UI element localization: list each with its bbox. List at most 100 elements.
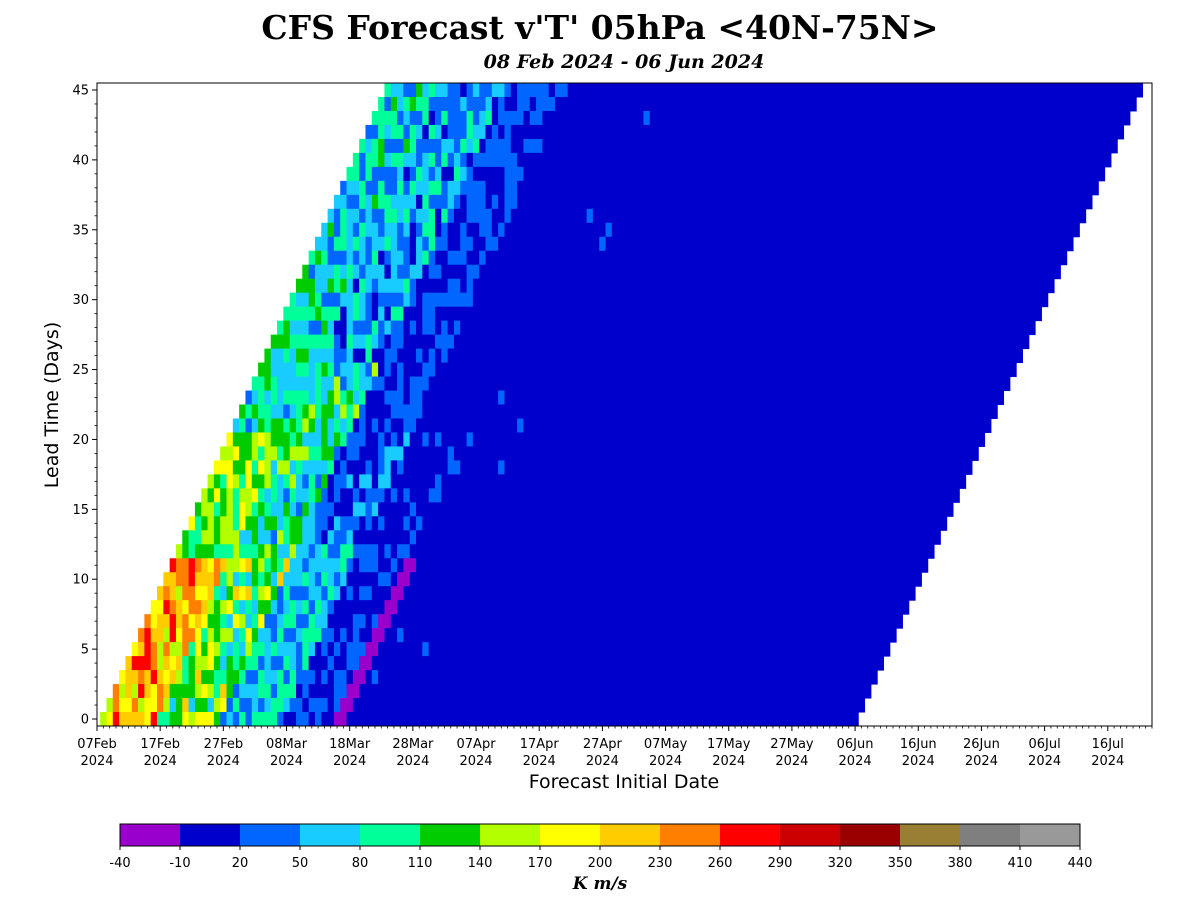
heatmap-cell bbox=[712, 348, 720, 364]
heatmap-cell bbox=[264, 698, 272, 713]
heatmap-cell bbox=[744, 670, 752, 685]
heatmap-cell bbox=[308, 292, 316, 308]
heatmap-cell bbox=[561, 194, 569, 210]
heatmap-cell bbox=[592, 376, 600, 392]
heatmap-cell bbox=[409, 152, 417, 168]
heatmap-cell bbox=[296, 404, 303, 419]
heatmap-cell bbox=[460, 432, 468, 447]
heatmap-cell bbox=[485, 180, 493, 196]
heatmap-cell bbox=[365, 502, 373, 517]
heatmap-cell bbox=[517, 600, 524, 615]
heatmap-cell bbox=[314, 544, 322, 559]
heatmap-cell bbox=[314, 404, 322, 419]
heatmap-cell bbox=[618, 432, 625, 447]
heatmap-cell bbox=[624, 698, 632, 713]
heatmap-cell bbox=[542, 432, 550, 447]
heatmap-cell bbox=[624, 684, 632, 699]
heatmap-cell bbox=[807, 572, 815, 587]
heatmap-cell bbox=[580, 96, 588, 112]
heatmap-cell bbox=[466, 516, 474, 531]
heatmap-cell bbox=[498, 320, 505, 336]
heatmap-cell bbox=[592, 362, 600, 378]
heatmap-cell bbox=[548, 278, 556, 294]
heatmap-cell bbox=[479, 124, 487, 140]
heatmap-cell bbox=[877, 418, 885, 433]
heatmap-cell bbox=[738, 83, 746, 98]
heatmap-cell bbox=[637, 544, 644, 559]
heatmap-cell bbox=[365, 474, 373, 489]
heatmap-cell bbox=[504, 208, 512, 224]
heatmap-cell bbox=[157, 712, 164, 727]
heatmap-cell bbox=[700, 488, 708, 503]
heatmap-cell bbox=[510, 628, 518, 643]
heatmap-cell bbox=[984, 138, 992, 154]
heatmap-cell bbox=[750, 194, 758, 210]
heatmap-cell bbox=[510, 474, 518, 489]
heatmap-cell bbox=[536, 572, 543, 587]
heatmap-cell bbox=[757, 348, 764, 364]
heatmap-cell bbox=[795, 320, 802, 336]
heatmap-cell bbox=[397, 404, 404, 419]
heatmap-cell bbox=[877, 292, 885, 308]
heatmap-cell bbox=[213, 600, 221, 615]
heatmap-cell bbox=[397, 138, 404, 154]
heatmap-cell bbox=[365, 586, 373, 601]
heatmap-cell bbox=[453, 376, 461, 392]
heatmap-cell bbox=[529, 488, 537, 503]
heatmap-cell bbox=[662, 446, 670, 461]
heatmap-cell bbox=[611, 404, 619, 419]
heatmap-cell bbox=[340, 460, 348, 475]
heatmap-cell bbox=[226, 698, 234, 713]
heatmap-cell bbox=[403, 152, 411, 168]
heatmap-cell bbox=[384, 446, 392, 461]
heatmap-cell bbox=[643, 222, 651, 238]
heatmap-cell bbox=[769, 110, 777, 126]
heatmap-cell bbox=[877, 180, 885, 196]
heatmap-cell bbox=[750, 446, 758, 461]
heatmap-cell bbox=[953, 96, 960, 112]
heatmap-cell bbox=[744, 83, 752, 98]
heatmap-cell bbox=[182, 600, 190, 615]
heatmap-cell bbox=[434, 306, 442, 322]
heatmap-cell bbox=[580, 208, 588, 224]
heatmap-cell bbox=[643, 656, 651, 671]
heatmap-cell bbox=[845, 250, 853, 266]
heatmap-cell bbox=[485, 600, 493, 615]
heatmap-cell bbox=[365, 460, 373, 475]
heatmap-cell bbox=[687, 166, 695, 182]
heatmap-cell bbox=[763, 712, 771, 727]
heatmap-cell bbox=[333, 348, 341, 364]
heatmap-cell bbox=[529, 180, 537, 196]
heatmap-cell bbox=[801, 138, 809, 154]
heatmap-cell bbox=[858, 544, 866, 559]
heatmap-cell bbox=[371, 712, 379, 727]
heatmap-cell bbox=[706, 320, 714, 336]
heatmap-cell bbox=[479, 152, 487, 168]
heatmap-cell bbox=[428, 586, 436, 601]
heatmap-cell bbox=[416, 236, 423, 252]
heatmap-cell bbox=[504, 138, 512, 154]
heatmap-cell bbox=[333, 600, 341, 615]
heatmap-cell bbox=[826, 292, 834, 308]
heatmap-cell bbox=[807, 432, 815, 447]
heatmap-cell bbox=[668, 83, 676, 98]
heatmap-cell bbox=[346, 614, 354, 629]
heatmap-cell bbox=[934, 306, 941, 322]
heatmap-cell bbox=[548, 376, 556, 392]
heatmap-cell bbox=[416, 292, 423, 308]
heatmap-cell bbox=[359, 404, 366, 419]
heatmap-cell bbox=[997, 166, 1005, 182]
heatmap-cell bbox=[605, 348, 613, 364]
heatmap-cell bbox=[776, 250, 783, 266]
heatmap-cell bbox=[580, 222, 588, 238]
heatmap-cell bbox=[453, 628, 461, 643]
heatmap-cell bbox=[624, 488, 632, 503]
heatmap-cell bbox=[839, 320, 847, 336]
heatmap-cell bbox=[510, 712, 518, 727]
heatmap-cell bbox=[453, 474, 461, 489]
heatmap-cell bbox=[1016, 152, 1023, 168]
heatmap-cell bbox=[744, 138, 752, 154]
heatmap-cell bbox=[485, 474, 493, 489]
heatmap-cell bbox=[605, 222, 613, 238]
heatmap-cell bbox=[700, 250, 708, 266]
